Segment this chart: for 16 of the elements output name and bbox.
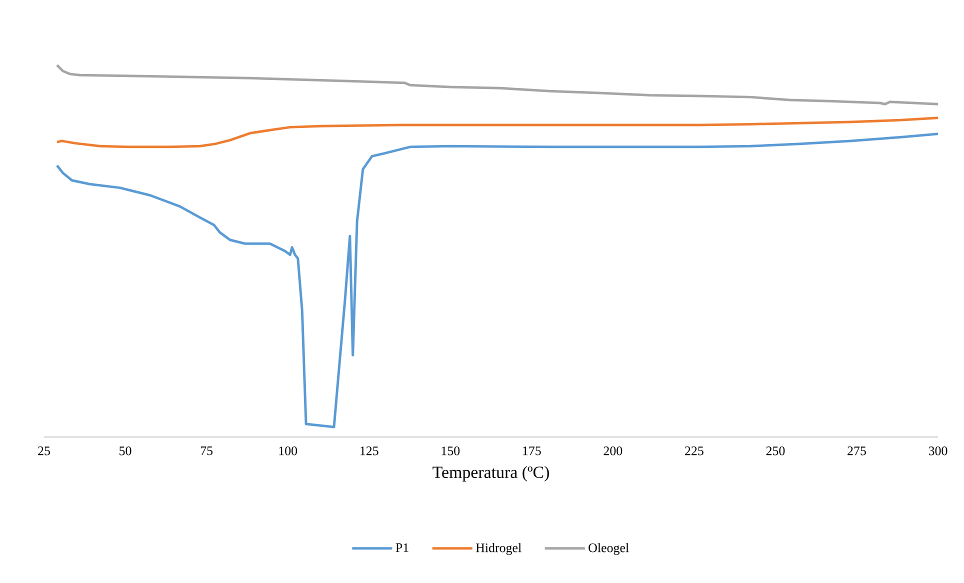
x-tick-label: 175 bbox=[523, 446, 541, 456]
x-tick-label: 25 bbox=[38, 446, 50, 456]
legend-label: Oleogel bbox=[588, 543, 629, 555]
x-tick-label: 275 bbox=[848, 446, 866, 456]
x-tick-label: 200 bbox=[604, 446, 622, 456]
legend-label: Hidrogel bbox=[476, 543, 522, 555]
x-tick-label: 50 bbox=[120, 446, 132, 456]
x-tick-label: 100 bbox=[279, 446, 298, 456]
x-tick-label: 75 bbox=[200, 446, 213, 456]
x-tick-label: 225 bbox=[685, 446, 704, 456]
legend-label: P1 bbox=[396, 543, 408, 552]
x-axis-title: Temperatura (ºC) bbox=[432, 466, 549, 482]
x-tick-label: 300 bbox=[928, 446, 948, 456]
x-tick-label: 150 bbox=[442, 446, 460, 456]
x-tick-label: 125 bbox=[360, 446, 378, 456]
x-tick-label: 250 bbox=[766, 446, 785, 456]
